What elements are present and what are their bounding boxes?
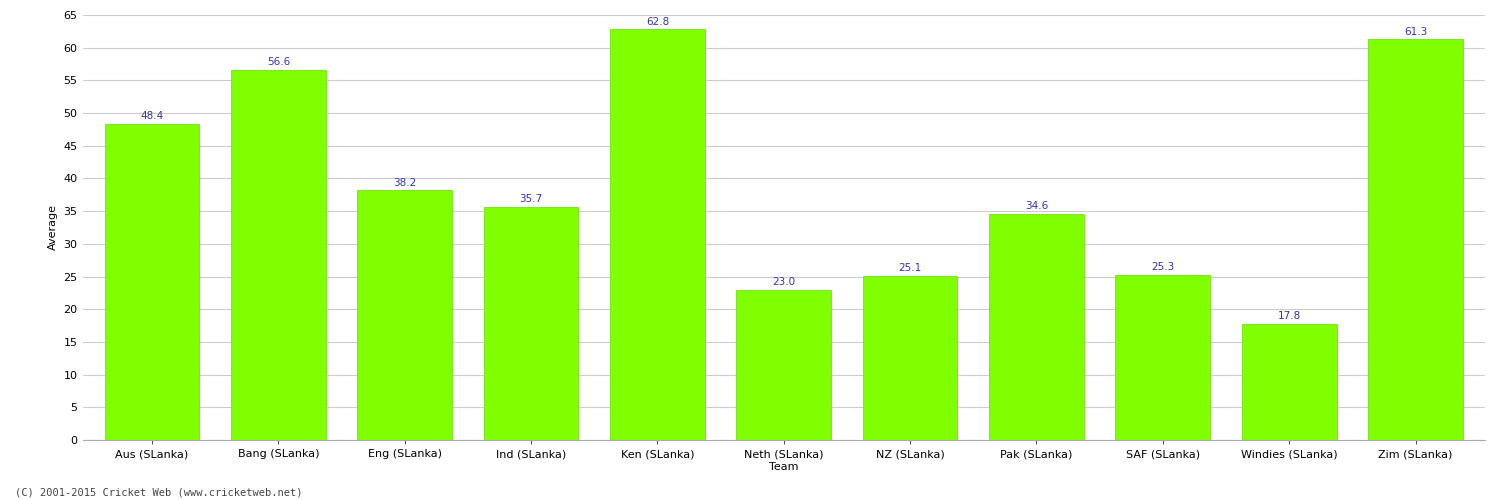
Bar [862,276,957,440]
Bar [1116,274,1210,440]
Text: 61.3: 61.3 [1404,26,1426,36]
X-axis label: Team: Team [770,462,798,472]
Text: 25.3: 25.3 [1150,262,1174,272]
Bar [736,290,831,440]
Text: 48.4: 48.4 [141,111,164,121]
Bar [105,124,200,440]
Text: 35.7: 35.7 [519,194,543,204]
Text: 23.0: 23.0 [772,277,795,287]
Text: 56.6: 56.6 [267,58,290,68]
Text: 62.8: 62.8 [646,17,669,27]
Text: 34.6: 34.6 [1024,201,1048,211]
Bar [1368,39,1462,440]
Text: (C) 2001-2015 Cricket Web (www.cricketweb.net): (C) 2001-2015 Cricket Web (www.cricketwe… [15,488,303,498]
Y-axis label: Average: Average [48,204,58,250]
Bar [610,30,705,440]
Bar [357,190,452,440]
Bar [231,70,326,440]
Text: 17.8: 17.8 [1278,311,1300,321]
Text: 38.2: 38.2 [393,178,417,188]
Bar [1242,324,1336,440]
Bar [483,206,579,440]
Text: 25.1: 25.1 [898,264,921,274]
Bar [988,214,1084,440]
